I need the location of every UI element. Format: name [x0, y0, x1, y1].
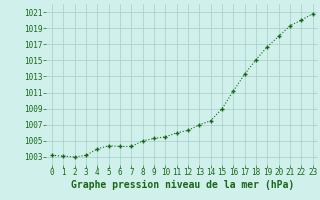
X-axis label: Graphe pression niveau de la mer (hPa): Graphe pression niveau de la mer (hPa): [71, 180, 294, 190]
